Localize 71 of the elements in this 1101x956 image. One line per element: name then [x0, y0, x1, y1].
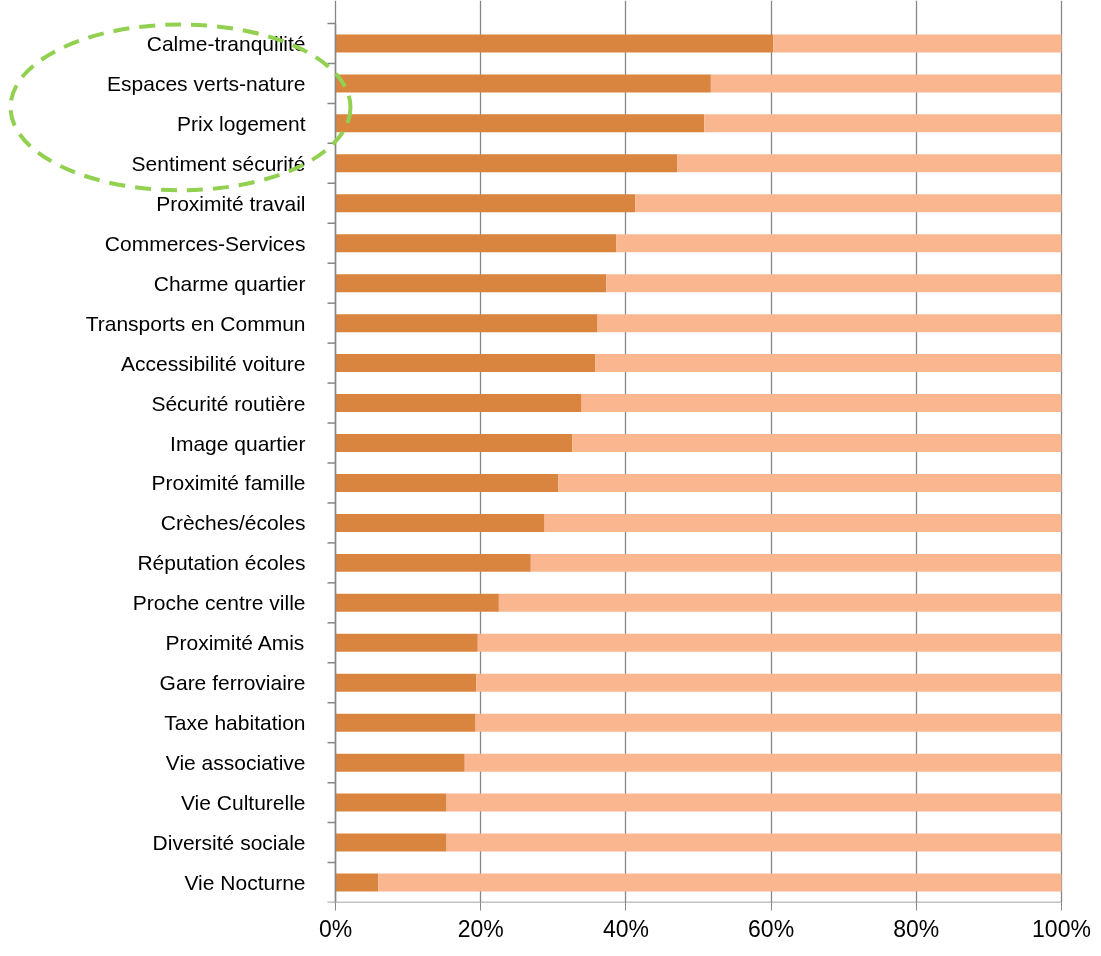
bar: [704, 114, 1062, 133]
bar: [530, 553, 1062, 572]
bar: [335, 873, 379, 892]
y-tick-label: Vie associative: [165, 751, 306, 775]
y-tick-label: Proximité famille: [151, 471, 306, 495]
y-tick-label: Image quartier: [170, 431, 306, 455]
y-tick-label: Proximité travail: [156, 191, 306, 215]
bar: [335, 354, 596, 373]
bar: [335, 553, 531, 572]
bar: [335, 633, 478, 652]
bar: [544, 513, 1062, 532]
bar: [477, 633, 1062, 652]
bar: [476, 673, 1062, 692]
y-tick-label: Réputation écoles: [137, 551, 306, 575]
y-tick-label: Sentiment sécurité: [131, 151, 306, 175]
bar: [558, 473, 1062, 492]
bar: [773, 34, 1062, 53]
y-tick-label: Vie Culturelle: [180, 791, 306, 815]
y-tick-label: Proche centre ville: [132, 591, 306, 615]
y-tick-label: Transports en Commun: [85, 311, 306, 335]
bar: [335, 833, 447, 852]
bar: [498, 593, 1062, 612]
y-tick-label: Crèches/écoles: [160, 511, 306, 535]
bar: [335, 673, 477, 692]
bar: [677, 154, 1062, 173]
bar: [335, 34, 774, 53]
x-tick-label: 40%: [602, 915, 649, 942]
y-tick-label: Sécurité routière: [151, 391, 306, 415]
y-tick-label: Espaces verts-nature: [107, 71, 306, 95]
bar: [635, 194, 1062, 213]
bar: [616, 234, 1062, 253]
bar: [710, 74, 1062, 93]
bar: [335, 234, 617, 253]
bar: [446, 833, 1062, 852]
bar: [595, 354, 1062, 373]
y-tick-label: Commerces-Services: [104, 231, 306, 255]
bar: [581, 394, 1062, 413]
bar: [597, 314, 1062, 333]
y-tick-label: Gare ferroviaire: [159, 671, 306, 695]
y-tick-label: Taxe habitation: [164, 711, 306, 735]
bar: [606, 274, 1062, 293]
bar: [446, 793, 1062, 812]
bar: [335, 394, 582, 413]
bar: [335, 194, 636, 213]
bar: [335, 154, 678, 173]
bar: [475, 713, 1062, 732]
y-tick-label: Vie Nocturne: [184, 871, 306, 895]
bar: [335, 713, 476, 732]
bar: [335, 274, 607, 293]
bar: [335, 314, 598, 333]
bar: [335, 793, 447, 812]
bar: [335, 513, 545, 532]
x-tick-label: 20%: [457, 915, 504, 942]
y-tick-label: Accessibilité voiture: [121, 351, 306, 375]
bar: [464, 753, 1062, 772]
bar: [378, 873, 1062, 892]
x-tick-label: 60%: [748, 915, 795, 942]
bar: [335, 473, 559, 492]
y-tick-label: Proximité Amis: [165, 631, 305, 655]
y-tick-label: Diversité sociale: [152, 831, 306, 855]
x-tick-label: 0%: [318, 915, 353, 942]
bar: [335, 434, 573, 452]
bar: [335, 114, 705, 133]
bar: [572, 434, 1062, 452]
bar: [335, 74, 711, 93]
bar: [335, 753, 465, 772]
x-tick-label: 80%: [893, 915, 940, 942]
x-tick-label: 100%: [1032, 915, 1091, 942]
y-tick-label: Charme quartier: [153, 271, 306, 295]
bar: [335, 593, 499, 612]
y-tick-label: Prix logement: [177, 111, 306, 135]
